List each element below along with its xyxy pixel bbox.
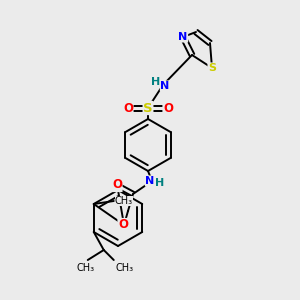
Text: O: O [118, 218, 128, 232]
Text: CH₃: CH₃ [115, 196, 133, 206]
Text: O: O [163, 101, 173, 115]
Text: N: N [178, 32, 188, 42]
Text: N: N [160, 81, 169, 91]
Text: N: N [146, 176, 154, 186]
Text: O: O [123, 101, 133, 115]
Text: S: S [208, 63, 216, 73]
Text: CH₃: CH₃ [116, 263, 134, 273]
Text: H: H [152, 77, 160, 87]
Text: H: H [155, 178, 165, 188]
Text: CH₃: CH₃ [77, 263, 95, 273]
Text: O: O [112, 178, 122, 191]
Text: S: S [143, 101, 153, 115]
